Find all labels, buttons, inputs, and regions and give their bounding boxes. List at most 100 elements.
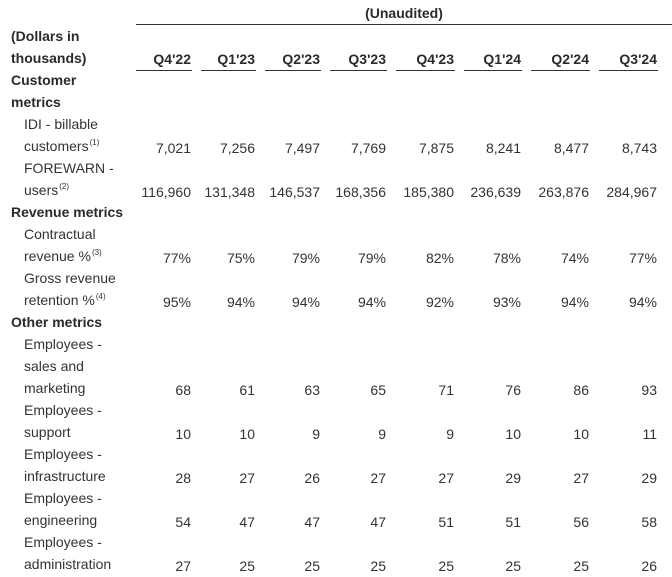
table-cell: 77% bbox=[628, 250, 657, 266]
table-cell: 82% bbox=[425, 250, 454, 266]
row-label-text: Employees - bbox=[24, 446, 102, 462]
row-label-text: administration bbox=[24, 556, 112, 572]
table-cell: 8,241 bbox=[485, 140, 521, 156]
table-cell: 10 bbox=[239, 426, 255, 442]
row-label-line: FOREWARN - bbox=[24, 157, 114, 179]
column-header-underline bbox=[464, 70, 522, 71]
table-cell: 7,875 bbox=[418, 140, 454, 156]
column-header-underline bbox=[136, 70, 192, 71]
row-label-text: engineering bbox=[24, 512, 98, 528]
table-cell: 47 bbox=[370, 514, 386, 530]
table-cell: 92% bbox=[425, 294, 454, 310]
column-header-0: Q4'22 bbox=[153, 51, 191, 67]
table-cell: 71 bbox=[438, 382, 454, 398]
table-cell: 263,876 bbox=[538, 184, 589, 200]
row-label-text: support bbox=[24, 424, 71, 440]
table-cell: 79% bbox=[291, 250, 320, 266]
column-header-5: Q1'24 bbox=[483, 51, 521, 67]
table-cell: 284,967 bbox=[606, 184, 657, 200]
table-cell: 146,537 bbox=[269, 184, 320, 200]
table-cell: 94% bbox=[291, 294, 320, 310]
row-label-text: Gross revenue bbox=[24, 270, 116, 286]
row-label-text: Employees - bbox=[24, 490, 102, 506]
table-cell: 77% bbox=[162, 250, 191, 266]
table-cell: 27 bbox=[370, 470, 386, 486]
row-label-text: FOREWARN - bbox=[24, 160, 114, 176]
table-cell: 236,639 bbox=[470, 184, 521, 200]
row-label-text: customers bbox=[24, 138, 89, 154]
footnote-marker: (3) bbox=[91, 248, 102, 257]
row-label-line: engineering bbox=[24, 509, 97, 531]
table-cell: 61 bbox=[239, 382, 255, 398]
column-header-3: Q3'23 bbox=[348, 51, 386, 67]
column-header-underline bbox=[201, 70, 256, 71]
table-cell: 168,356 bbox=[335, 184, 386, 200]
unaudited-underline bbox=[136, 24, 672, 25]
footnote-marker: (2) bbox=[59, 182, 70, 191]
table-cell: 94% bbox=[357, 294, 386, 310]
section-title: Revenue metrics bbox=[11, 204, 124, 220]
row-label-line: customers(1) bbox=[24, 135, 99, 157]
table-cell: 93% bbox=[492, 294, 521, 310]
row-label-line: retention %(4) bbox=[24, 289, 106, 311]
table-cell: 7,256 bbox=[219, 140, 255, 156]
table-cell: 86 bbox=[573, 382, 589, 398]
table-cell: 131,348 bbox=[204, 184, 255, 200]
table-cell: 51 bbox=[438, 514, 454, 530]
row-label-text: Employees - bbox=[24, 402, 102, 418]
table-cell: 47 bbox=[239, 514, 255, 530]
row-label-text: users bbox=[24, 182, 59, 198]
table-cell: 94% bbox=[226, 294, 255, 310]
table-cell: 79% bbox=[357, 250, 386, 266]
unaudited-label: (Unaudited) bbox=[365, 5, 443, 21]
column-header-2: Q2'23 bbox=[282, 51, 320, 67]
table-cell: 8,477 bbox=[553, 140, 589, 156]
table-cell: 68 bbox=[175, 382, 191, 398]
table-cell: 25 bbox=[438, 558, 454, 574]
table-cell: 26 bbox=[304, 470, 320, 486]
column-header-6: Q2'24 bbox=[551, 51, 589, 67]
table-cell: 7,769 bbox=[350, 140, 386, 156]
row-label-text: Contractual bbox=[24, 226, 96, 242]
column-header-underline bbox=[265, 70, 321, 71]
row-label-line: administration bbox=[24, 553, 111, 575]
table-cell: 58 bbox=[641, 514, 657, 530]
column-header-1: Q1'23 bbox=[217, 51, 255, 67]
column-header-underline bbox=[330, 70, 387, 71]
row-label-text: retention % bbox=[24, 292, 95, 308]
table-cell: 10 bbox=[175, 426, 191, 442]
table-cell: 28 bbox=[175, 470, 191, 486]
table-cell: 9 bbox=[312, 426, 320, 442]
table-cell: 54 bbox=[175, 514, 191, 530]
table-cell: 74% bbox=[560, 250, 589, 266]
table-cell: 8,743 bbox=[621, 140, 657, 156]
section-title: Other metrics bbox=[11, 314, 103, 330]
table-cell: 63 bbox=[304, 382, 320, 398]
row-label-line: Employees - bbox=[24, 531, 102, 553]
section-title: Customer bbox=[11, 72, 77, 88]
column-header-underline bbox=[396, 70, 455, 71]
table-cell: 26 bbox=[641, 558, 657, 574]
footnote-marker: (1) bbox=[89, 138, 100, 147]
table-cell: 29 bbox=[641, 470, 657, 486]
row-label-text: Employees - bbox=[24, 336, 102, 352]
row-label-line: revenue %(3) bbox=[24, 245, 102, 267]
table-cell: 25 bbox=[304, 558, 320, 574]
row-label-text: revenue % bbox=[24, 248, 91, 264]
table-cell: 76 bbox=[505, 382, 521, 398]
row-label-line: Employees - bbox=[24, 487, 102, 509]
row-label-line: sales and bbox=[24, 355, 84, 377]
table-cell: 185,380 bbox=[403, 184, 454, 200]
row-label-text: IDI - billable bbox=[24, 116, 98, 132]
table-cell: 51 bbox=[505, 514, 521, 530]
table-cell: 47 bbox=[304, 514, 320, 530]
table-cell: 27 bbox=[239, 470, 255, 486]
row-label-line: Contractual bbox=[24, 223, 96, 245]
section-title: metrics bbox=[11, 94, 61, 110]
table-cell: 27 bbox=[175, 558, 191, 574]
table-cell: 25 bbox=[239, 558, 255, 574]
table-cell: 9 bbox=[378, 426, 386, 442]
table-cell: 10 bbox=[505, 426, 521, 442]
corner-label-line: thousands) bbox=[11, 50, 87, 66]
